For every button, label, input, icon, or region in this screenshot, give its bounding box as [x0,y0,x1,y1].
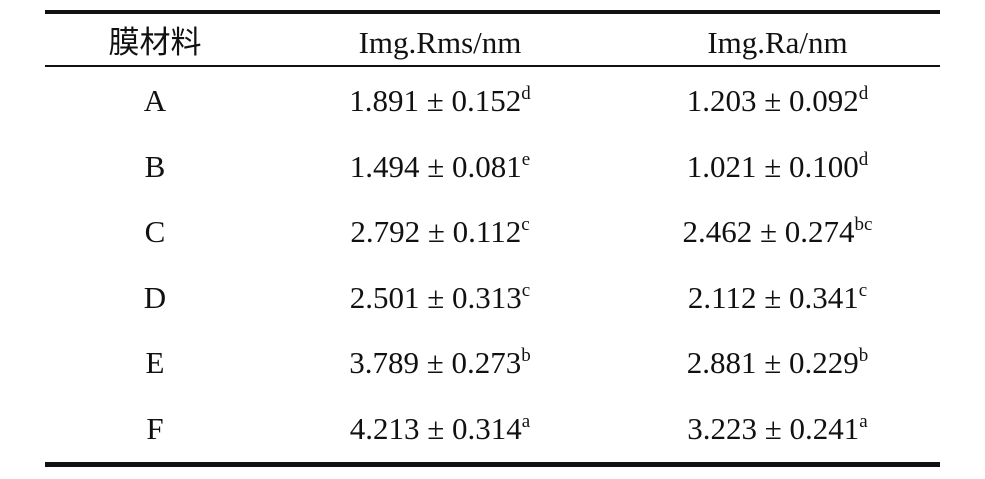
header-rule [45,65,940,67]
data-row: C 2.792 ± 0.112c 2.462 ± 0.274bc [45,199,940,264]
material-cell: F [146,410,164,446]
material-cell: B [144,148,166,184]
rms-value: 2.501 ± 0.313 [349,279,522,315]
significance-letter: bc [854,214,873,235]
data-row: F 4.213 ± 0.314a 3.223 ± 0.241a [45,396,940,461]
header-row: 膜材料 Img.Rms/nm Img.Ra/nm [45,10,940,75]
data-row: B 1.494 ± 0.081e 1.021 ± 0.100d [45,134,940,199]
rms-value: 4.213 ± 0.314 [349,410,522,446]
bottom-rule [45,462,940,467]
significance-letter: a [521,410,531,432]
data-row: E 3.789 ± 0.273b 2.881 ± 0.229b [45,330,940,395]
significance-letter: b [858,345,869,366]
ra-cell: 2.112 ± 0.341c [615,265,940,330]
significance-letter: d [858,148,869,170]
top-rule [45,10,940,14]
significance-letter: e [521,148,531,170]
significance-letter: d [521,83,531,104]
significance-letter: a [859,410,868,432]
rms-value: 1.891 ± 0.152 [349,83,522,118]
rms-cell: 2.501 ± 0.313c [265,265,615,330]
rms-cell: 3.789 ± 0.273b [265,330,615,395]
material-cell: E [145,345,165,380]
significance-letter: c [521,279,531,301]
ra-value: 1.021 ± 0.100 [686,148,859,184]
header-cell: Img.Ra/nm [707,25,848,60]
rms-cell: 4.213 ± 0.314a [265,396,615,461]
ra-cell: 2.462 ± 0.274bc [615,199,940,264]
rms-value: 3.789 ± 0.273 [349,345,522,380]
rms-cell: 1.494 ± 0.081e [265,134,615,199]
header-cell: Img.Rms/nm [358,25,522,60]
significance-letter: c [521,214,530,235]
header-cell: 膜材料 [108,25,202,60]
rms-value: 1.494 ± 0.081 [349,148,522,184]
ra-cell: 3.223 ± 0.241a [615,396,940,461]
material-cell: C [144,214,166,249]
ra-value: 3.223 ± 0.241 [687,410,860,446]
significance-letter: d [858,83,869,104]
ra-cell: 1.021 ± 0.100d [615,134,940,199]
significance-letter: b [521,345,531,366]
rms-cell: 2.792 ± 0.112c [265,199,615,264]
ra-value: 2.881 ± 0.229 [686,345,859,380]
material-cell: A [143,83,167,118]
data-row: D 2.501 ± 0.313c 2.112 ± 0.341c [45,265,940,330]
ra-value: 2.462 ± 0.274 [682,214,855,249]
ra-value: 2.112 ± 0.341 [687,279,859,315]
ra-cell: 1.203 ± 0.092d [615,68,940,133]
ra-cell: 2.881 ± 0.229b [615,330,940,395]
significance-letter: c [858,279,868,301]
rms-value: 2.792 ± 0.112 [350,214,522,249]
ra-value: 1.203 ± 0.092 [686,83,859,118]
rms-cell: 1.891 ± 0.152d [265,68,615,133]
material-cell: D [143,279,167,315]
data-row: A 1.891 ± 0.152d 1.203 ± 0.092d [45,68,940,133]
